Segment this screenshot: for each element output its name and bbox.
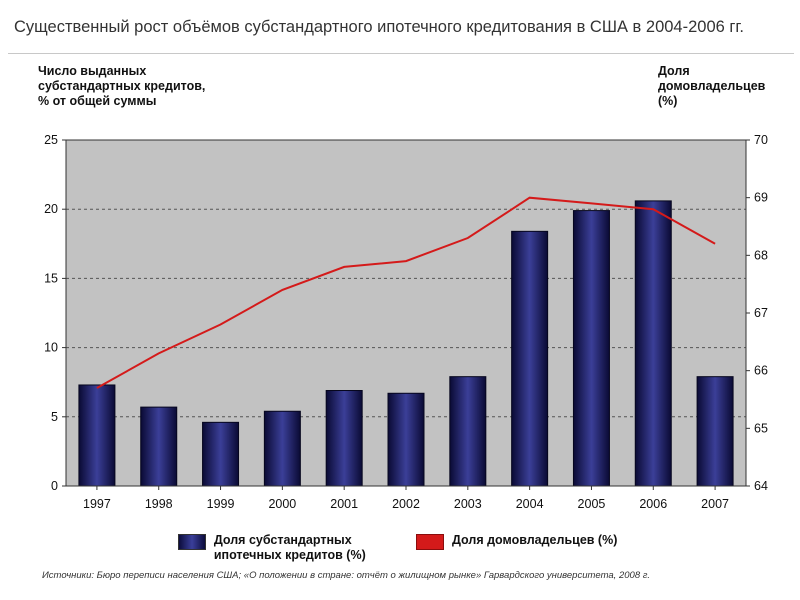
x-tick-label: 2006	[639, 497, 667, 511]
left-tick-label: 10	[44, 341, 58, 355]
bar-2001	[325, 390, 363, 487]
x-tick-label: 1997	[83, 497, 111, 511]
bar-2003	[449, 376, 487, 487]
chart-title: Существенный рост объёмов субстандартног…	[14, 18, 745, 36]
legend-line: Доля домовладельцев (%)	[416, 533, 656, 550]
left-tick-label: 5	[51, 410, 58, 424]
bar-2006	[634, 200, 672, 487]
title-divider	[8, 53, 794, 54]
bar-2005	[572, 210, 610, 487]
right-tick-label: 69	[754, 191, 768, 205]
left-tick-label: 0	[51, 479, 58, 493]
x-tick-label: 2003	[454, 497, 482, 511]
x-tick-label: 2002	[392, 497, 420, 511]
legend-line-swatch	[416, 534, 444, 550]
bar-2000	[263, 410, 301, 487]
source-note: Источники: Бюро переписи населения США; …	[42, 570, 651, 581]
legend-line-label: Доля домовладельцев (%)	[452, 533, 618, 547]
bar-2007	[696, 376, 734, 487]
bar-2002	[387, 392, 425, 487]
legend-bars: Доля субстандартных ипотечных кредитов (…	[178, 533, 378, 563]
x-tick-label: 2004	[516, 497, 544, 511]
left-tick-label: 15	[44, 271, 58, 285]
x-tick-label: 2001	[330, 497, 358, 511]
bar-2004	[511, 230, 549, 487]
left-tick-label: 20	[44, 202, 58, 216]
right-tick-label: 68	[754, 248, 768, 262]
x-tick-label: 2000	[268, 497, 296, 511]
legend-bar-swatch	[178, 534, 206, 550]
right-tick-label: 65	[754, 421, 768, 435]
right-axis-label: Доля домовладельцев (%)	[658, 64, 766, 108]
bar-1998	[140, 406, 178, 487]
x-tick-label: 2005	[578, 497, 606, 511]
legend-bars-label: Доля субстандартных ипотечных кредитов (…	[213, 533, 366, 562]
homeownership-line	[96, 196, 716, 389]
x-tick-label: 1999	[207, 497, 235, 511]
left-tick-label: 25	[44, 133, 58, 147]
x-tick-label: 2007	[701, 497, 729, 511]
x-tick-label: 1998	[145, 497, 173, 511]
right-tick-label: 66	[754, 364, 768, 378]
bar-1997	[78, 384, 116, 487]
right-tick-label: 64	[754, 479, 768, 493]
right-tick-label: 67	[754, 306, 768, 320]
bar-1999	[202, 421, 240, 487]
right-tick-label: 70	[754, 133, 768, 147]
left-axis-label: Число выданных субстандартных кредитов, …	[38, 64, 206, 108]
